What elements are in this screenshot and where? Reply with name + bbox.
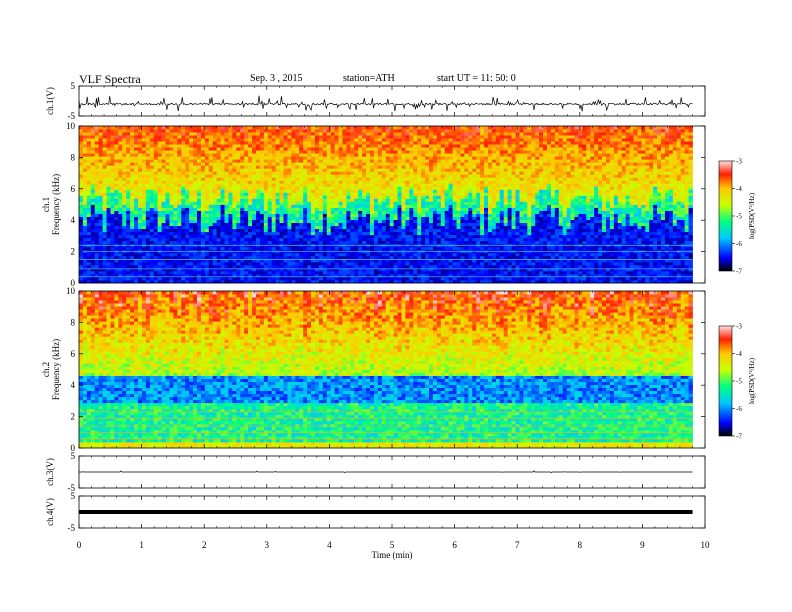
frequency-axis-label: Frequency (kHz) [51, 339, 61, 400]
y-tick-label: 0 [71, 278, 76, 288]
x-tick-label: 8 [578, 540, 583, 550]
y-tick-label: -5 [68, 523, 76, 533]
x-tick-label: 6 [452, 540, 457, 550]
panel-frame-1 [78, 85, 706, 117]
voltage-axis-label: ch.3(V) [45, 458, 55, 486]
channel-label: ch.1 [41, 197, 51, 212]
x-tick-label: 4 [327, 540, 332, 550]
y-tick-label: 5 [71, 81, 76, 91]
colorbar-tick-label: -6 [736, 240, 742, 248]
y-tick-label: -5 [68, 111, 76, 121]
colorbar-title: log(PSD(V²/Hz) [748, 192, 756, 239]
y-tick-label: 5 [71, 451, 76, 461]
x-tick-label: 0 [77, 540, 82, 550]
x-tick-label: 3 [265, 540, 270, 550]
colorbar-tick-label: -3 [736, 323, 742, 331]
y-tick-label: -5 [68, 483, 76, 493]
y-tick-label: 8 [71, 317, 76, 327]
station-label: station=ATH [343, 73, 395, 84]
y-tick-label: 0 [71, 443, 76, 453]
x-tick-label: 5 [390, 540, 395, 550]
channel-label: ch.2 [41, 362, 51, 377]
ch3-waveform-trace [79, 470, 693, 474]
colorbar-1 [718, 160, 733, 272]
colorbar-tick-label: -3 [736, 158, 742, 166]
colorbar-tick-label: -6 [736, 405, 742, 413]
colorbar-2 [718, 325, 733, 437]
start-time-label: start UT = 11: 50: 0 [437, 73, 516, 84]
x-tick-label: 9 [640, 540, 645, 550]
colorbar-title: log(PSD(V²/Hz) [748, 357, 756, 404]
date-label: Sep. 3 , 2015 [250, 73, 303, 84]
x-tick-label: 7 [515, 540, 520, 550]
x-tick-label: 10 [701, 540, 711, 550]
x-tick-label: 1 [139, 540, 144, 550]
colorbar-tick-label: -7 [736, 268, 742, 276]
colorbar-tick-label: -4 [736, 350, 742, 358]
colorbar-tick-label: -5 [736, 213, 742, 221]
voltage-axis-label: ch.1(V) [45, 87, 55, 115]
voltage-axis-label: ch.4(V) [45, 498, 55, 526]
y-tick-label: 2 [71, 247, 76, 257]
ch1-waveform-trace [78, 95, 693, 112]
y-tick-label: 4 [71, 380, 76, 390]
y-tick-label: 8 [71, 152, 76, 162]
x-tick-label: 2 [202, 540, 207, 550]
colorbar-tick-label: -4 [736, 185, 742, 193]
y-tick-label: 6 [71, 349, 76, 359]
frequency-axis-label: Frequency (kHz) [51, 174, 61, 235]
spectrogram-ch1-spectrogram [79, 126, 693, 284]
plot-title: VLF Spectra [79, 72, 141, 86]
y-tick-label: 6 [71, 184, 76, 194]
y-tick-label: 5 [71, 491, 76, 501]
time-axis-label: Time (min) [372, 550, 413, 560]
colorbar-tick-label: -5 [736, 378, 742, 386]
colorbar-tick-label: -7 [736, 433, 742, 441]
y-tick-label: 10 [66, 286, 76, 296]
y-tick-label: 10 [66, 121, 76, 131]
spectrogram-ch2-spectrogram [79, 291, 693, 449]
y-tick-label: 4 [71, 215, 76, 225]
y-tick-label: 2 [71, 412, 76, 422]
